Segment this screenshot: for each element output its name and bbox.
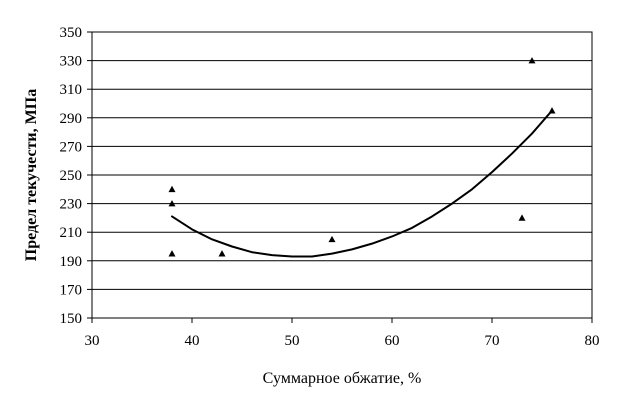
y-tick-label-350: 350 — [60, 25, 83, 41]
x-tick-label-30: 30 — [85, 333, 100, 349]
y-axis-title: Предел текучести, МПа — [23, 89, 40, 261]
data-point-5 — [518, 214, 526, 221]
y-tick-label-210: 210 — [60, 225, 83, 241]
y-tick-label-330: 330 — [60, 54, 83, 70]
x-tick-label-40: 40 — [185, 333, 200, 349]
y-axis-ticks: 150 170 190 210 230 250 270 290 310 330 350 — [60, 25, 92, 327]
data-points — [168, 57, 556, 257]
y-tick-label-250: 250 — [60, 168, 83, 184]
data-point-6 — [528, 57, 536, 64]
y-tick-label-150: 150 — [60, 311, 83, 327]
data-point-4 — [328, 235, 336, 243]
x-axis-title: Суммарное обжатие, % — [263, 370, 422, 387]
y-tick-label-310: 310 — [60, 82, 83, 98]
trendline-curve — [171, 109, 553, 258]
x-axis-ticks: 30 40 50 60 70 80 — [85, 318, 600, 349]
data-point-7 — [548, 107, 556, 114]
y-tick-label-190: 190 — [60, 254, 83, 270]
grid-lines — [92, 31, 592, 319]
data-point-0 — [168, 185, 176, 193]
y-tick-label-170: 170 — [60, 282, 83, 298]
y-tick-label-290: 290 — [60, 111, 83, 127]
data-point-1 — [168, 200, 176, 207]
x-tick-label-80: 80 — [585, 333, 600, 349]
y-tick-label-270: 270 — [60, 139, 83, 155]
trendline-layer — [171, 109, 553, 258]
x-tick-label-70: 70 — [485, 333, 500, 349]
x-tick-label-50: 50 — [285, 333, 300, 349]
data-point-3 — [218, 250, 226, 257]
x-tick-label-60: 60 — [385, 333, 400, 349]
data-point-2 — [168, 250, 176, 257]
y-tick-label-230: 230 — [60, 197, 83, 213]
